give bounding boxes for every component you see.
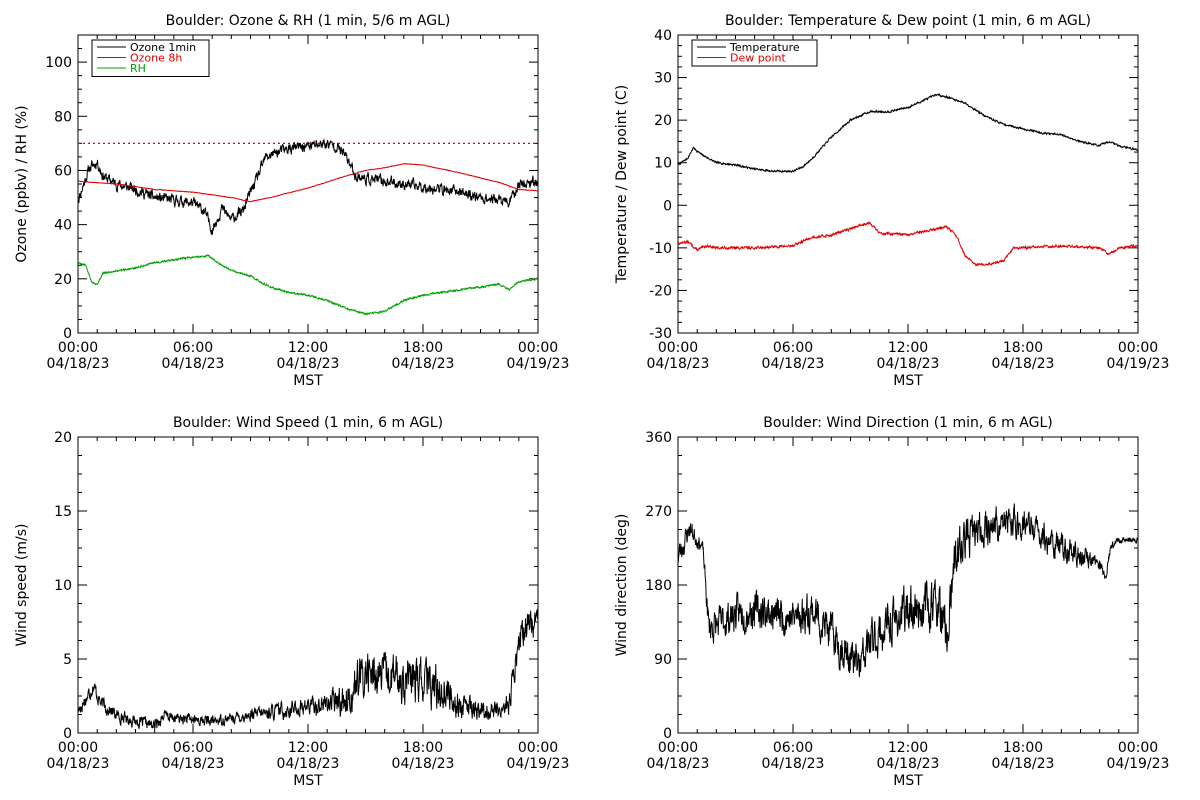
x-tick-date-label: 04/19/23 (507, 756, 570, 772)
x-tick-time-label: 06:00 (773, 740, 813, 756)
x-axis-label: MST (893, 773, 923, 789)
series-line-2 (77, 254, 539, 316)
x-tick-time-label: 12:00 (288, 340, 328, 356)
x-tick-date-label: 04/19/23 (1107, 756, 1170, 772)
chart-title: Boulder: Temperature & Dew point (1 min,… (725, 13, 1091, 29)
x-tick-date-label: 04/18/23 (877, 756, 940, 772)
y-tick-label: 30 (654, 71, 672, 87)
x-tick-date-label: 04/18/23 (277, 356, 340, 372)
series-line-0 (77, 608, 539, 730)
x-tick-time-label: 06:00 (773, 340, 813, 356)
series-line-0 (677, 503, 1139, 678)
temperature-dewpoint-panel: Boulder: Temperature & Dew point (1 min,… (614, 13, 1169, 389)
y-tick-label: 270 (645, 504, 672, 520)
y-tick-label: -10 (649, 241, 672, 257)
y-tick-label: 60 (54, 163, 72, 179)
x-tick-time-label: 00:00 (518, 340, 558, 356)
x-tick-time-label: 00:00 (658, 340, 698, 356)
x-tick-time-label: 00:00 (58, 740, 98, 756)
x-tick-time-label: 12:00 (888, 740, 928, 756)
legend-entry-label: RH (130, 62, 146, 75)
plot-frame (677, 34, 1139, 334)
series-line-1 (77, 162, 539, 203)
y-tick-label: -30 (649, 326, 672, 342)
x-tick-date-label: 04/18/23 (392, 756, 455, 772)
series-line-1 (677, 221, 1139, 268)
y-tick-label: 80 (54, 109, 72, 125)
x-tick-date-label: 04/18/23 (162, 356, 225, 372)
y-tick-label: 40 (54, 218, 72, 234)
y-tick-label: 180 (645, 578, 672, 594)
x-tick-time-label: 12:00 (888, 340, 928, 356)
y-tick-label: 20 (654, 113, 672, 129)
legend-entry-label: Dew point (730, 52, 786, 65)
chart-title: Boulder: Ozone & RH (1 min, 5/6 m AGL) (166, 13, 451, 29)
y-tick-label: 5 (63, 652, 72, 668)
x-tick-time-label: 18:00 (1003, 340, 1043, 356)
x-tick-date-label: 04/18/23 (647, 356, 710, 372)
x-tick-date-label: 04/18/23 (277, 756, 340, 772)
x-tick-time-label: 18:00 (403, 340, 443, 356)
legend-box (691, 39, 818, 67)
x-tick-time-label: 12:00 (288, 740, 328, 756)
y-tick-label: 20 (54, 272, 72, 288)
legend-entry-label: Ozone 1min (130, 41, 196, 54)
x-tick-time-label: 06:00 (173, 340, 213, 356)
x-tick-time-label: 00:00 (658, 740, 698, 756)
y-axis-label: Ozone (ppbv) / RH (%) (14, 105, 30, 262)
y-tick-label: 20 (54, 430, 72, 446)
x-tick-date-label: 04/18/23 (47, 356, 110, 372)
x-tick-time-label: 06:00 (173, 740, 213, 756)
chart-title: Boulder: Wind Speed (1 min, 6 m AGL) (173, 415, 443, 431)
x-tick-date-label: 04/18/23 (47, 756, 110, 772)
x-tick-time-label: 18:00 (403, 740, 443, 756)
legend-box (91, 39, 210, 77)
x-tick-date-label: 04/19/23 (507, 356, 570, 372)
y-tick-label: 0 (663, 726, 672, 742)
x-axis-label: MST (893, 373, 923, 389)
y-tick-label: -20 (649, 283, 672, 299)
x-tick-time-label: 00:00 (1118, 340, 1158, 356)
x-tick-date-label: 04/18/23 (877, 356, 940, 372)
x-axis-label: MST (293, 373, 323, 389)
ozone-rh-panel: Boulder: Ozone & RH (1 min, 5/6 m AGL) 0 2… (14, 13, 569, 389)
y-tick-label: 10 (54, 578, 72, 594)
y-tick-label: 90 (654, 652, 672, 668)
y-tick-label: 100 (45, 55, 72, 71)
x-tick-date-label: 04/18/23 (762, 356, 825, 372)
x-tick-date-label: 04/18/23 (647, 756, 710, 772)
y-axis-label: Temperature / Dew point (C) (614, 85, 630, 284)
y-axis-label: Wind direction (deg) (614, 514, 630, 657)
y-tick-label: 15 (54, 504, 72, 520)
wind-speed-panel: Boulder: Wind Speed (1 min, 6 m AGL) 0 5 10… (14, 415, 569, 789)
series-line-0 (77, 138, 539, 236)
y-tick-label: 0 (63, 326, 72, 342)
chart-title: Boulder: Wind Direction (1 min, 6 m AGL) (763, 415, 1052, 431)
x-tick-date-label: 04/18/23 (992, 356, 1055, 372)
y-tick-label: 10 (654, 156, 672, 172)
x-axis-label: MST (293, 773, 323, 789)
x-tick-time-label: 18:00 (1003, 740, 1043, 756)
plot-frame (677, 436, 1139, 734)
legend-entry-label: Ozone 8h (130, 52, 182, 65)
x-tick-date-label: 04/18/23 (762, 756, 825, 772)
x-tick-date-label: 04/18/23 (392, 356, 455, 372)
x-tick-time-label: 00:00 (518, 740, 558, 756)
y-axis-label: Wind speed (m/s) (14, 524, 30, 647)
x-tick-date-label: 04/18/23 (992, 756, 1055, 772)
x-tick-time-label: 00:00 (58, 340, 98, 356)
x-tick-time-label: 00:00 (1118, 740, 1158, 756)
y-tick-label: 0 (63, 726, 72, 742)
wind-direction-panel: Boulder: Wind Direction (1 min, 6 m AGL)… (614, 415, 1169, 789)
x-tick-date-label: 04/18/23 (162, 756, 225, 772)
legend-entry-label: Temperature (729, 41, 800, 54)
series-line-0 (677, 93, 1139, 174)
y-tick-label: 40 (654, 28, 672, 44)
plot-frame (77, 436, 539, 734)
x-tick-date-label: 04/19/23 (1107, 356, 1170, 372)
y-tick-label: 0 (663, 198, 672, 214)
y-tick-label: 360 (645, 430, 672, 446)
